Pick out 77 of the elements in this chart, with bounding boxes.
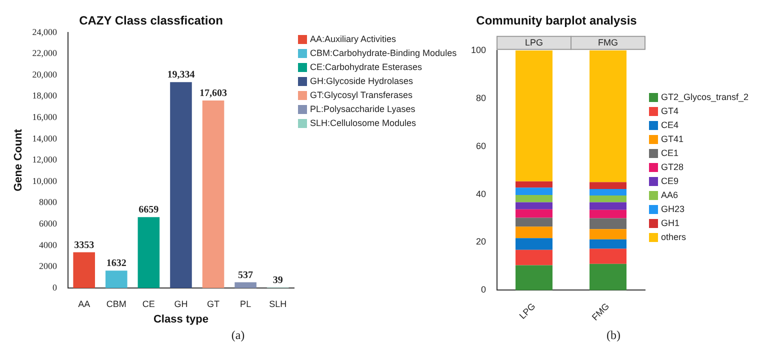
legend-label: GT:Glycosyl Transferases xyxy=(310,90,413,100)
y-tick-label: 2000 xyxy=(38,261,58,272)
data-label: 19,334 xyxy=(167,70,195,81)
y-tick-label: 40 xyxy=(476,188,486,199)
bar xyxy=(516,265,553,290)
bar xyxy=(590,218,626,230)
bar xyxy=(516,202,553,210)
legend-label: CE:Carbohydrate Esterases xyxy=(310,62,422,72)
legend-label: others xyxy=(661,232,686,242)
legend-label: PL:Polysaccharide Lyases xyxy=(310,104,416,114)
legend-label: AA6 xyxy=(661,190,678,200)
bar xyxy=(516,238,553,250)
bar xyxy=(590,264,626,290)
y-tick-label: 0 xyxy=(52,282,58,292)
x-tick-label: CBM xyxy=(106,298,126,309)
y-tick-label: 6000 xyxy=(38,218,58,228)
legend-label: CBM:Carbohydrate-Binding Modules xyxy=(310,48,457,58)
bar xyxy=(590,195,626,202)
bar xyxy=(590,229,626,240)
x-axis-title: Class type xyxy=(153,313,208,326)
bar xyxy=(590,248,626,264)
chart-title: CAZY Class classfication xyxy=(79,14,223,28)
bar xyxy=(590,210,626,218)
bar xyxy=(516,181,553,188)
data-label: 17,603 xyxy=(200,88,228,100)
x-tick-label: SLH xyxy=(269,298,287,309)
data-label: 537 xyxy=(238,270,254,281)
legend-label: CE1 xyxy=(661,148,679,158)
legend-label: GH:Glycoside Hydrolases xyxy=(310,76,414,86)
y-tick-label: 100 xyxy=(470,44,486,55)
data-label: 6659 xyxy=(138,204,159,216)
y-tick-label: 4000 xyxy=(38,240,58,250)
y-tick-label: 12,000 xyxy=(32,154,58,165)
y-tick-label: 18,000 xyxy=(32,90,58,101)
bar xyxy=(590,189,626,196)
y-tick-label: 16,000 xyxy=(32,112,58,122)
y-tick-label: 80 xyxy=(476,92,486,103)
y-tick-label: 60 xyxy=(476,140,486,151)
chart-title: Community barplot analysis xyxy=(476,14,638,28)
bar xyxy=(516,209,553,218)
legend-label: GH23 xyxy=(661,204,685,214)
data-label: 1632 xyxy=(106,258,126,270)
bar xyxy=(516,250,553,266)
x-tick-label: AA xyxy=(78,298,90,309)
text: (a) xyxy=(231,328,245,343)
data-label: 3353 xyxy=(74,240,94,251)
legend-label: CE4 xyxy=(661,120,679,130)
y-tick-label: 10,000 xyxy=(32,176,58,186)
bar xyxy=(516,226,553,238)
bar xyxy=(516,195,553,202)
y-tick-label: 14,000 xyxy=(32,133,58,144)
y-tick-label: 0 xyxy=(481,284,486,295)
bar xyxy=(590,239,626,249)
y-tick-label: 20,000 xyxy=(32,69,58,80)
legend-label: GH1 xyxy=(661,218,680,228)
bar xyxy=(590,202,626,210)
y-tick-label: 20 xyxy=(476,236,486,247)
y-tick-label: 8000 xyxy=(38,197,58,208)
x-tick-label: GT xyxy=(207,298,220,309)
legend-label: GT2_Glycos_transf_2 xyxy=(661,92,749,102)
x-tick-label: CE xyxy=(142,298,155,309)
legend-label: GT4 xyxy=(661,106,679,116)
data-label: 39 xyxy=(272,275,283,286)
bar xyxy=(516,218,553,227)
legend-label: AA:Auxiliary Activities xyxy=(310,34,396,44)
legend-label: SLH:Cellulosome Modules xyxy=(310,118,416,128)
legend-label: GT28 xyxy=(661,162,684,172)
y-tick-label: 22,000 xyxy=(32,48,58,58)
x-tick-label: GH xyxy=(174,298,188,309)
text: (b) xyxy=(606,328,620,343)
y-tick-label: 24,000 xyxy=(32,26,58,37)
bar xyxy=(516,188,553,196)
legend-label: GT41 xyxy=(661,134,684,144)
x-tick-label: PL xyxy=(240,298,252,309)
legend-label: CE9 xyxy=(661,176,679,186)
y-axis-title: Gene Count xyxy=(12,128,25,192)
bar xyxy=(590,182,626,190)
